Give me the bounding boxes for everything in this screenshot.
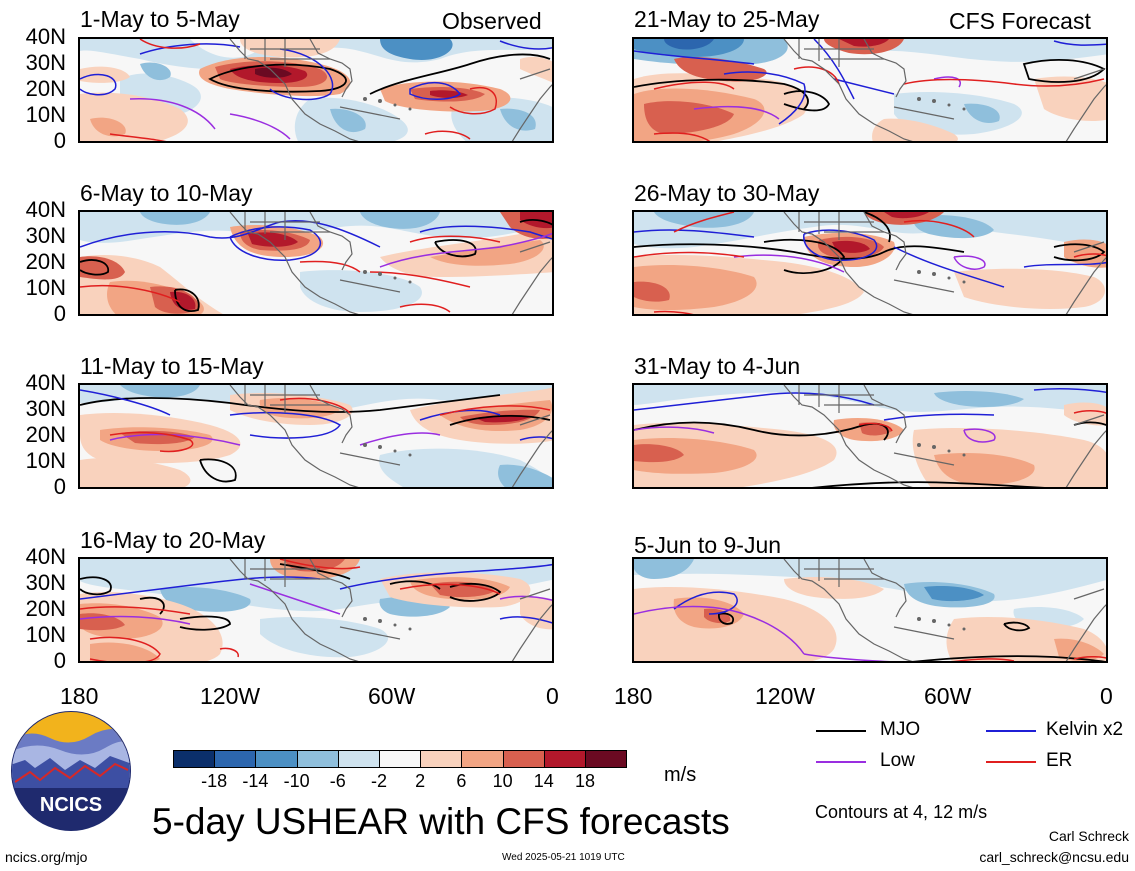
map-panel [632,383,1108,489]
lat-tick-label: 10N [25,448,66,473]
lon-label-right: 0 [1100,683,1113,709]
legend-low-line [816,761,866,763]
colorbar-swatch [255,750,298,768]
colorbar-label: -14 [242,771,269,791]
lat-tick-label: 40N [25,544,66,569]
colorbar-label: 18 [574,771,596,791]
lon-label-right: 60W [924,683,972,709]
colorbar-unit: m/s [664,764,697,786]
legend-kelvin-label: Kelvin x2 [1046,719,1124,740]
lat-tick-label: 30N [25,223,66,248]
colorbar-swatch [502,750,545,768]
footer-author: Carl Schreck [1048,828,1129,844]
lat-tick-label: 10N [25,102,66,127]
lat-tick-label: 40N [25,24,66,49]
colorbar-swatch [296,750,339,768]
lon-label-left: 0 [546,683,559,709]
colorbar-label: 6 [456,771,467,791]
colorbar-label: 14 [533,771,554,791]
panel-title: 6-May to 10-May [80,180,253,206]
lat-tick-label: 10N [25,275,66,300]
colorbar-swatch [337,750,380,768]
colorbar-label: -18 [201,771,228,791]
colorbar-label: -10 [283,771,310,791]
main-title: 5-day USHEAR with CFS forecasts [152,801,730,842]
colorbar-label: 2 [415,771,426,791]
legend-mjo-label: MJO [880,719,921,740]
colorbar-swatch [173,750,216,768]
contours-note: Contours at 4, 12 m/s [815,802,988,822]
colorbar-swatch [420,750,463,768]
lon-label-right: 120W [755,683,816,709]
lat-tick-label: 30N [25,396,66,421]
colorbar-label: -2 [370,771,387,791]
colorbar-swatch [585,750,628,768]
colorbar-swatch [214,750,257,768]
lat-tick-label: 0 [53,648,66,673]
map-panel [78,383,554,489]
footer-email: carl_schreck@ncsu.edu [979,849,1129,865]
panel-title: 11-May to 15-May [80,353,264,379]
lat-tick-label: 0 [53,474,66,499]
lon-label-left: 60W [368,683,416,709]
lon-label-left: 120W [200,683,261,709]
lat-tick-label: 20N [25,76,66,101]
lat-tick-label: 0 [53,301,66,326]
panel-title: 16-May to 20-May [80,527,266,553]
panel-title: 31-May to 4-Jun [634,353,801,379]
colorbar-swatch [461,750,504,768]
footer-timestamp: Wed 2025-05-21 1019 UTC [502,852,625,863]
logo-text: NCICS [40,794,102,816]
panel-title: 5-Jun to 9-Jun [634,532,782,558]
lat-tick-label: 20N [25,596,66,621]
legend-low-label: Low [880,750,915,771]
map-panel [78,210,554,316]
legend-er-label: ER [1046,750,1073,771]
panel-header-forecast: CFS Forecast [949,8,1091,34]
lat-tick-label: 20N [25,249,66,274]
lat-tick-label: 0 [53,128,66,153]
panel-title: 1-May to 5-May [80,6,240,32]
map-panel [78,37,554,143]
legend-er-line [986,761,1036,763]
lat-tick-label: 40N [25,370,66,395]
map-panel [632,557,1108,663]
lat-tick-label: 10N [25,622,66,647]
lon-label-right: 180 [614,683,653,709]
lon-label-left: 180 [60,683,99,709]
colorbar-label: -6 [329,771,346,791]
footer-url: ncics.org/mjo [5,849,88,865]
panel-header-observed: Observed [442,8,542,34]
legend-mjo-line [816,730,866,732]
map-panel [632,210,1108,316]
lat-tick-label: 40N [25,197,66,222]
lat-tick-label: 20N [25,422,66,447]
ncics-logo: NCICS [10,710,132,832]
map-panel [632,37,1108,143]
map-panel [78,557,554,663]
colorbar-label: 10 [492,771,513,791]
colorbar-swatch [543,750,586,768]
panel-title: 21-May to 25-May [634,6,820,32]
colorbar-swatch [379,750,422,768]
panel-title: 26-May to 30-May [634,180,820,206]
legend-kelvin-line [986,730,1036,732]
lat-tick-label: 30N [25,570,66,595]
lat-tick-label: 30N [25,50,66,75]
